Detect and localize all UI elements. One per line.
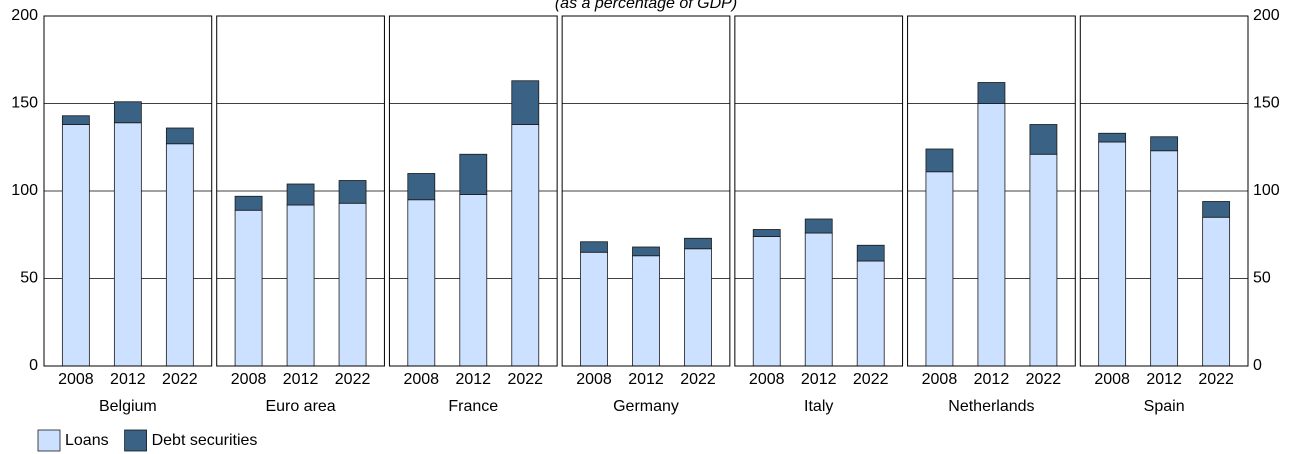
bar-segment — [856, 260, 885, 367]
bar-segment — [977, 82, 1006, 104]
panel-frame — [216, 15, 385, 367]
y2-tick-label: 100 — [1253, 182, 1280, 199]
bar-segment — [632, 255, 660, 367]
x-tick-label: 2008 — [231, 371, 267, 388]
bar-segment — [234, 195, 263, 211]
bar-segment — [925, 171, 954, 367]
panel-frame — [907, 15, 1076, 367]
x-tick-label: 2008 — [403, 371, 439, 388]
bar-segment — [1098, 132, 1127, 143]
panel-frame — [43, 15, 213, 367]
bar-segment — [286, 204, 315, 367]
y-tick-label: 200 — [11, 7, 38, 24]
x-tick-label: 2012 — [110, 371, 146, 388]
bar-segment — [684, 237, 712, 250]
x-tick-label: 2008 — [1094, 371, 1130, 388]
x-tick-label: 2008 — [58, 371, 94, 388]
bar-segment — [1029, 153, 1058, 367]
group-label: Netherlands — [948, 398, 1034, 415]
panel-frame — [561, 15, 731, 367]
group-label: Germany — [613, 398, 679, 415]
x-tick-label: 2012 — [801, 371, 837, 388]
y2-tick-label: 0 — [1253, 357, 1262, 374]
group-label: Italy — [804, 398, 833, 415]
x-tick-label: 2012 — [283, 371, 319, 388]
x-tick-label: 2012 — [455, 371, 491, 388]
y-tick-label: 0 — [29, 357, 38, 374]
group-label: Belgium — [99, 398, 157, 415]
y-tick-label: 150 — [11, 95, 38, 112]
x-tick-label: 2022 — [1198, 371, 1234, 388]
bar-segment — [407, 173, 436, 201]
y2-tick-label: 200 — [1253, 7, 1280, 24]
bar-segment — [684, 248, 712, 367]
panel-frame — [1079, 15, 1249, 367]
bar-segment — [804, 218, 833, 234]
bar-segment — [977, 103, 1006, 367]
x-tick-label: 2022 — [680, 371, 716, 388]
legend-label: Debt securities — [152, 432, 258, 449]
bar-segment — [61, 115, 90, 125]
bar-segment — [234, 209, 263, 367]
x-tick-label: 2022 — [507, 371, 543, 388]
bar-segment — [1150, 136, 1179, 152]
bar-segment — [407, 199, 436, 367]
panel-frame — [388, 15, 558, 367]
x-tick-label: 2012 — [974, 371, 1010, 388]
y2-tick-label: 150 — [1253, 95, 1280, 112]
y-tick-label: 50 — [20, 270, 38, 287]
bar-segment — [1202, 201, 1231, 218]
x-tick-label: 2022 — [335, 371, 371, 388]
bar-segment — [1098, 141, 1127, 367]
bar-segment — [511, 80, 540, 125]
panel-frame — [734, 15, 904, 367]
bar-segment — [580, 241, 608, 253]
chart-subtitle: (as a percentage of GDP) — [555, 0, 737, 12]
x-tick-label: 2022 — [853, 371, 889, 388]
bar-segment — [1150, 150, 1179, 367]
x-tick-label: 2022 — [162, 371, 198, 388]
x-tick-label: 2008 — [749, 371, 785, 388]
bar-segment — [1029, 124, 1058, 155]
bar-segment — [459, 153, 488, 195]
bar-segment — [165, 127, 194, 145]
legend-swatch — [37, 429, 61, 452]
bar-segment — [511, 124, 540, 367]
bar-segment — [338, 202, 367, 367]
legend-swatch — [124, 429, 147, 452]
bar-segment — [113, 122, 142, 367]
bar-segment — [632, 246, 660, 257]
bar-segment — [338, 180, 367, 204]
bar-segment — [61, 124, 90, 367]
x-tick-label: 2012 — [628, 371, 664, 388]
bar-segment — [165, 143, 194, 367]
bar-segment — [752, 229, 781, 237]
x-tick-label: 2008 — [922, 371, 958, 388]
bar-segment — [752, 236, 781, 367]
bar-segment — [1202, 216, 1231, 367]
bar-segment — [804, 232, 833, 367]
bar-segment — [925, 148, 954, 173]
x-tick-label: 2022 — [1026, 371, 1062, 388]
bar-segment — [856, 244, 885, 262]
group-label: Euro area — [265, 398, 335, 415]
x-tick-label: 2008 — [576, 371, 612, 388]
y2-tick-label: 50 — [1253, 270, 1271, 287]
group-label: France — [448, 398, 498, 415]
group-label: Spain — [1144, 398, 1185, 415]
y-tick-label: 100 — [11, 182, 38, 199]
bar-segment — [286, 183, 315, 206]
x-tick-label: 2012 — [1146, 371, 1182, 388]
legend-label: Loans — [65, 432, 109, 449]
bar-segment — [580, 251, 608, 367]
bar-segment — [459, 194, 488, 367]
bar-segment — [113, 101, 142, 124]
